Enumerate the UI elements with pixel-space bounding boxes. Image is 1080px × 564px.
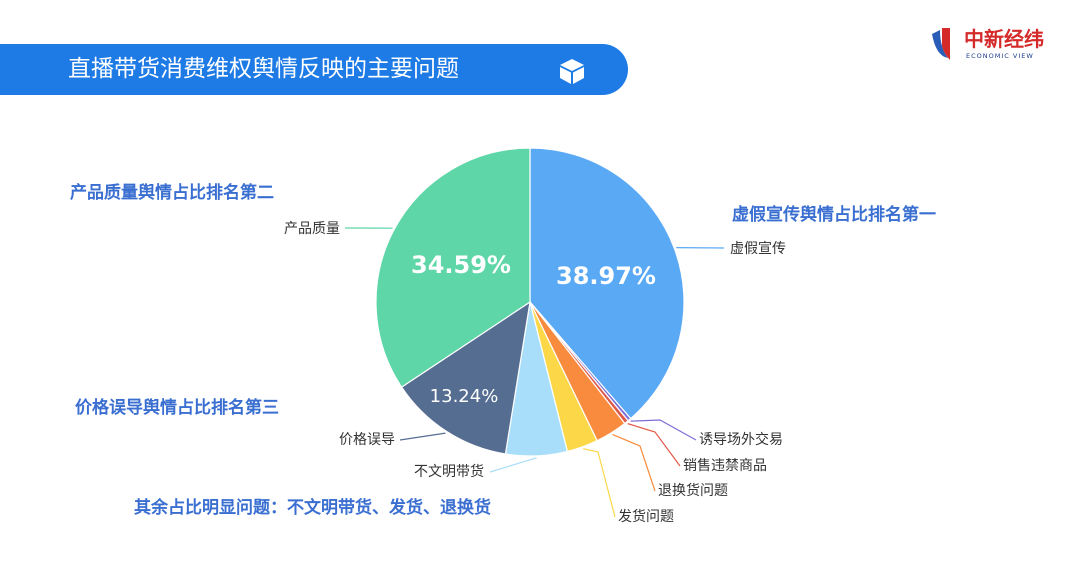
leader-line-价格误导 <box>399 432 446 441</box>
leader-line-不文明带货 <box>489 457 537 473</box>
value-label-价格误导: 13.24% <box>430 386 499 407</box>
pie-slice-产品质量 <box>375 147 531 388</box>
title-bar: 直播带货消费维权舆情反映的主要问题 <box>0 44 628 95</box>
logo: 中新经纬 ECONOMIC VIEW <box>928 24 1068 64</box>
pie-slices <box>375 147 685 457</box>
leader-line-销售违禁商品 <box>627 423 681 467</box>
value-label-虚假宣传: 38.97% <box>556 262 656 290</box>
leader-line-诱导场外交易 <box>630 419 697 441</box>
annotation-rank-third: 价格误导舆情占比排名第三 <box>75 397 279 418</box>
pie-slice-价格误导 <box>400 300 531 455</box>
leader-line-发货问题 <box>583 448 616 518</box>
cube-icon <box>560 59 584 84</box>
annotation-rank-second: 产品质量舆情占比排名第二 <box>70 182 274 203</box>
slice-label-虚假宣传: 虚假宣传 <box>730 241 786 257</box>
value-label-产品质量: 34.59% <box>411 251 511 279</box>
slice-label-诱导场外交易: 诱导场外交易 <box>699 431 783 448</box>
slice-label-不文明带货: 不文明带货 <box>414 463 484 480</box>
slice-label-退换货问题: 退换货问题 <box>658 482 728 499</box>
logo-subtitle: ECONOMIC VIEW <box>966 52 1034 60</box>
leader-lines <box>344 227 725 518</box>
annotation-others: 其余占比明显问题：不文明带货、发货、退换货 <box>134 497 491 518</box>
page-title: 直播带货消费维权舆情反映的主要问题 <box>68 56 459 82</box>
annotation-rank-first: 虚假宣传舆情占比排名第一 <box>732 204 936 225</box>
slice-label-价格误导: 价格误导 <box>339 432 395 448</box>
leader-line-退换货问题 <box>612 433 656 492</box>
logo-name: 中新经纬 <box>964 27 1044 51</box>
logo-mark-icon <box>932 28 950 60</box>
slice-label-销售违禁商品: 销售违禁商品 <box>683 458 767 474</box>
slice-label-产品质量: 产品质量 <box>284 221 340 237</box>
slice-label-发货问题: 发货问题 <box>618 508 674 525</box>
pie-slice-虚假宣传 <box>529 147 685 420</box>
